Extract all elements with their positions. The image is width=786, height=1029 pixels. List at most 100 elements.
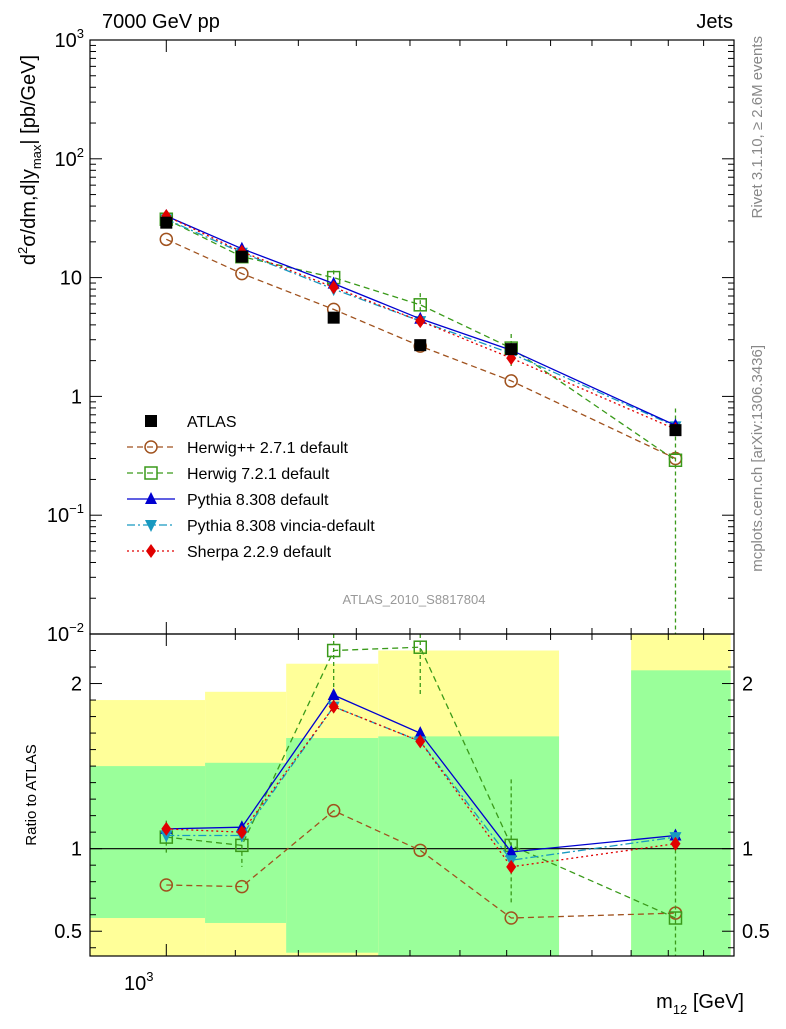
main-line-herwig7 (166, 218, 676, 461)
main-point-herwigpp-1 (235, 266, 249, 281)
ratio-series (159, 634, 683, 956)
legend-item-herwigpp: Herwig++ 2.7.1 default (127, 440, 349, 457)
main-point-herwigpp-0 (159, 232, 174, 247)
ratio-point-sherpa-4 (506, 859, 517, 874)
ratio-point-herwigpp-1 (235, 879, 249, 894)
analysis-id-label: ATLAS_2010_S8817804 (343, 592, 486, 607)
ratio-point-vincia-0 (160, 830, 173, 843)
band-inner-2 (286, 738, 379, 953)
legend-marker-herwig7 (144, 466, 158, 480)
main-y-axis-label: d2σ/dm,d|ymax| [pb/GeV] (15, 55, 44, 265)
ratio-series-sherpa (161, 699, 681, 874)
main-series-sherpa (161, 209, 681, 437)
ratio-ytick-label-left-1: 1 (71, 839, 82, 861)
ratio-ytick-label-left-2: 2 (71, 674, 82, 696)
main-line-pythia (166, 215, 676, 426)
main-point-atlas-3 (414, 339, 427, 352)
legend-item-vincia: Pythia 8.308 vincia-default (127, 518, 375, 535)
main-ytick-label-base-5: 10 (47, 624, 69, 646)
ratio-point-herwigpp-2 (326, 803, 341, 818)
legend: ATLAS Herwig++ 2.7.1 default Herwig 7.2.1 … (127, 414, 375, 561)
main-ytick-label-3: 1 (71, 386, 82, 408)
ratio-point-herwigpp-4 (504, 911, 518, 925)
main-point-atlas-4 (505, 343, 518, 356)
main-ytick-label-base-0: 10 (55, 30, 77, 52)
legend-item-sherpa: Sherpa 2.2.9 default (127, 544, 332, 561)
ratio-point-pythia-3 (414, 726, 427, 739)
legend-label-herwigpp: Herwig++ 2.7.1 default (187, 440, 349, 457)
ratio-point-sherpa-5 (670, 836, 681, 851)
main-point-herwig7-3 (413, 298, 427, 312)
ratio-ytick-label-right-2: 2 (742, 674, 753, 696)
ratio-ytick-label-right-1: 1 (742, 839, 753, 861)
main-point-atlas-2 (327, 311, 340, 324)
main-ytick-label-2: 10 (60, 268, 82, 290)
legend-label-pythia: Pythia 8.308 default (187, 492, 329, 509)
main-point-herwigpp-4 (504, 374, 518, 388)
ratio-uncertainty-bands (90, 634, 734, 956)
band-inner-0 (90, 766, 206, 919)
ratio-point-herwig7-5 (668, 911, 683, 925)
x-tick-label-1000: 103 (124, 969, 153, 995)
ratio-frame (89, 633, 735, 957)
ratio-ytick-label-right-0: 0.5 (742, 921, 770, 943)
ratio-line-herwig7 (166, 646, 676, 919)
ratio-point-pythia-2 (327, 688, 340, 701)
ratio-y-axis-label: Ratio to ATLAS (23, 744, 40, 845)
ratio-point-herwigpp-3 (413, 843, 427, 858)
main-ytick-label-exp-1: 2 (77, 145, 84, 160)
legend-item-atlas: ATLAS (145, 414, 237, 431)
main-ytick-label-1: 102 (55, 145, 84, 171)
ylabel-part-3: max (29, 144, 44, 169)
main-ytick-label-base-1: 10 (55, 149, 77, 171)
main-ytick-label-base-4: 10 (47, 505, 69, 527)
legend-marker-vincia (145, 520, 157, 532)
ratio-line-herwigpp (166, 809, 676, 919)
ratio-point-sherpa-0 (161, 821, 172, 836)
x-axis-label: m12 [GeV] (656, 991, 744, 1017)
header-right-label: Jets (696, 11, 733, 33)
legend-marker-atlas (145, 415, 157, 427)
ylabel-part-0: d (18, 254, 40, 265)
main-point-atlas-1 (235, 250, 248, 263)
ratio-point-sherpa-2 (328, 699, 339, 714)
ylabel-part-1: 2 (15, 247, 30, 254)
main-ytick-label-exp-4: −1 (69, 501, 84, 516)
legend-marker-pythia (145, 492, 157, 504)
xlabel-part-1: 12 (673, 1002, 687, 1017)
main-point-atlas-0 (160, 216, 173, 229)
main-series (159, 209, 683, 634)
main-line-herwigpp (166, 238, 676, 460)
xtick-exp: 3 (146, 969, 153, 984)
ratio-line-sherpa (166, 705, 676, 868)
main-ytick-label-4: 10−1 (47, 501, 84, 527)
xlabel-part-0: m (656, 991, 673, 1013)
main-line-vincia (166, 218, 676, 427)
main-series-atlas (160, 216, 682, 437)
legend-label-sherpa: Sherpa 2.2.9 default (187, 544, 332, 561)
band-inner-3 (378, 736, 560, 956)
rivet-version-label: Rivet 3.1.10, ≥ 2.6M events (749, 36, 766, 219)
legend-label-atlas: ATLAS (187, 414, 237, 431)
ratio-ytick-label-left-0: 0.5 (54, 921, 82, 943)
ratio-line-pythia (166, 694, 676, 853)
main-point-atlas-5 (669, 424, 682, 437)
ratio-point-sherpa-1 (236, 825, 247, 840)
main-point-sherpa-3 (415, 314, 426, 329)
main-ytick-label-0: 103 (55, 26, 84, 52)
ratio-point-herwigpp-0 (159, 878, 174, 892)
xtick-base: 10 (124, 973, 146, 995)
mcplots-label: mcplots.cern.ch [arXiv:1306.3436] (749, 345, 766, 572)
legend-item-pythia: Pythia 8.308 default (127, 492, 329, 509)
band-inner-4 (631, 670, 731, 956)
ratio-point-pythia-4 (505, 844, 518, 857)
ratio-point-sherpa-3 (415, 734, 426, 749)
ratio-point-herwig7-3 (413, 640, 427, 654)
main-series-herwig7 (159, 212, 683, 634)
header-left-label: 7000 GeV pp (102, 11, 220, 33)
ratio-point-herwig7-2 (326, 643, 341, 658)
main-ytick-label-5: 10−2 (47, 620, 84, 646)
legend-item-herwig7: Herwig 7.2.1 default (127, 466, 330, 483)
legend-label-vincia: Pythia 8.308 vincia-default (187, 518, 375, 535)
